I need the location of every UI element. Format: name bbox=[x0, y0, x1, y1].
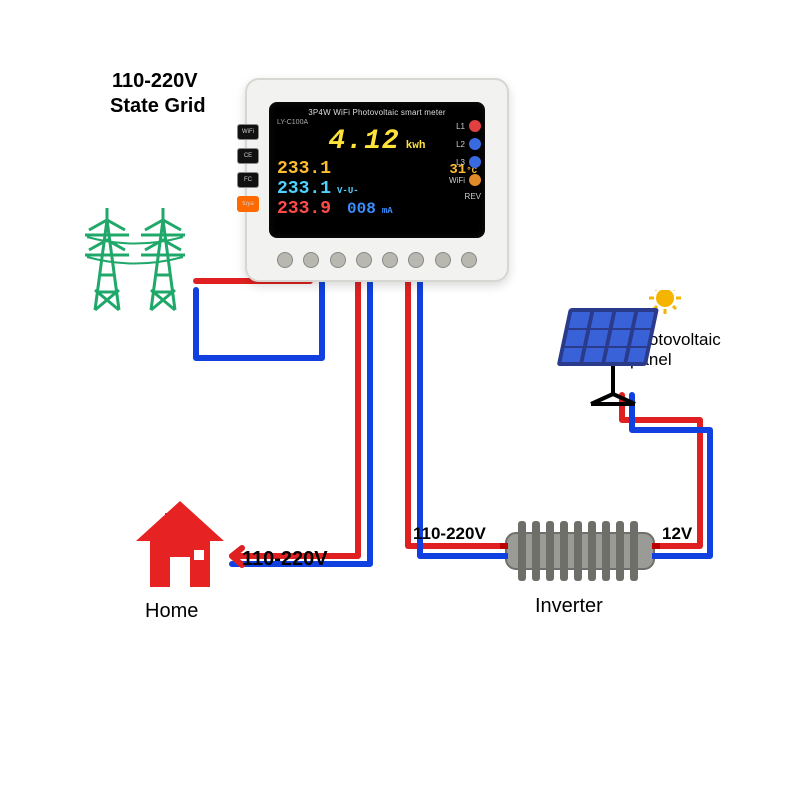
meter-model: LY-C100A bbox=[277, 119, 477, 126]
certification-badges: WiFi CE FC tuya bbox=[233, 124, 263, 212]
tuya-badge-icon: tuya bbox=[237, 196, 259, 212]
grid-voltage-label: 110-220V bbox=[112, 70, 198, 93]
l3-label: L3 bbox=[456, 158, 465, 167]
fc-badge-icon: FC bbox=[237, 172, 259, 188]
l1-label: L1 bbox=[456, 122, 465, 131]
set-button-icon bbox=[469, 120, 481, 132]
ce-badge-icon: CE bbox=[237, 148, 259, 164]
down-button-icon bbox=[469, 156, 481, 168]
voltage-l2-unit: V-U- bbox=[337, 187, 359, 196]
grid-name-label: State Grid bbox=[110, 95, 206, 118]
wifi-label: WiFi bbox=[449, 176, 465, 185]
inverter-out-voltage: 110-220V bbox=[413, 524, 486, 544]
meter-side-indicators: L1 L2 L3 WiFi REV bbox=[449, 120, 481, 201]
current-value: 008 bbox=[347, 201, 376, 217]
up-button-icon bbox=[469, 138, 481, 150]
voltage-l2: 233.1 bbox=[277, 180, 331, 198]
inverter-label: Inverter bbox=[535, 595, 603, 618]
meter-terminals bbox=[277, 252, 477, 272]
wifi-badge-icon: WiFi bbox=[237, 124, 259, 140]
current-unit: mA bbox=[382, 207, 393, 216]
kwh-unit: kwh bbox=[406, 141, 426, 152]
inverter-in-voltage: 12V bbox=[662, 524, 692, 544]
inverter-icon bbox=[500, 515, 660, 587]
home-label: Home bbox=[145, 600, 198, 623]
meter-lcd-screen: 3P4W WiFi Photovoltaic smart meter LY-C1… bbox=[269, 102, 485, 238]
rev-label: REV bbox=[465, 192, 481, 201]
smart-meter-device: 3P4W WiFi Photovoltaic smart meter LY-C1… bbox=[245, 78, 509, 282]
meter-title: 3P4W WiFi Photovoltaic smart meter bbox=[277, 108, 477, 117]
home-voltage-label: 110-220V bbox=[242, 548, 328, 571]
l2-label: L2 bbox=[456, 140, 465, 149]
voltage-l3: 233.9 bbox=[277, 200, 331, 218]
photovoltaic-panel-icon bbox=[555, 290, 675, 390]
transmission-tower-icon bbox=[75, 180, 195, 320]
home-icon bbox=[130, 495, 230, 595]
voltage-l1: 233.1 bbox=[277, 160, 331, 178]
kwh-value: 4.12 bbox=[328, 128, 399, 156]
ok-button-icon bbox=[469, 174, 481, 186]
